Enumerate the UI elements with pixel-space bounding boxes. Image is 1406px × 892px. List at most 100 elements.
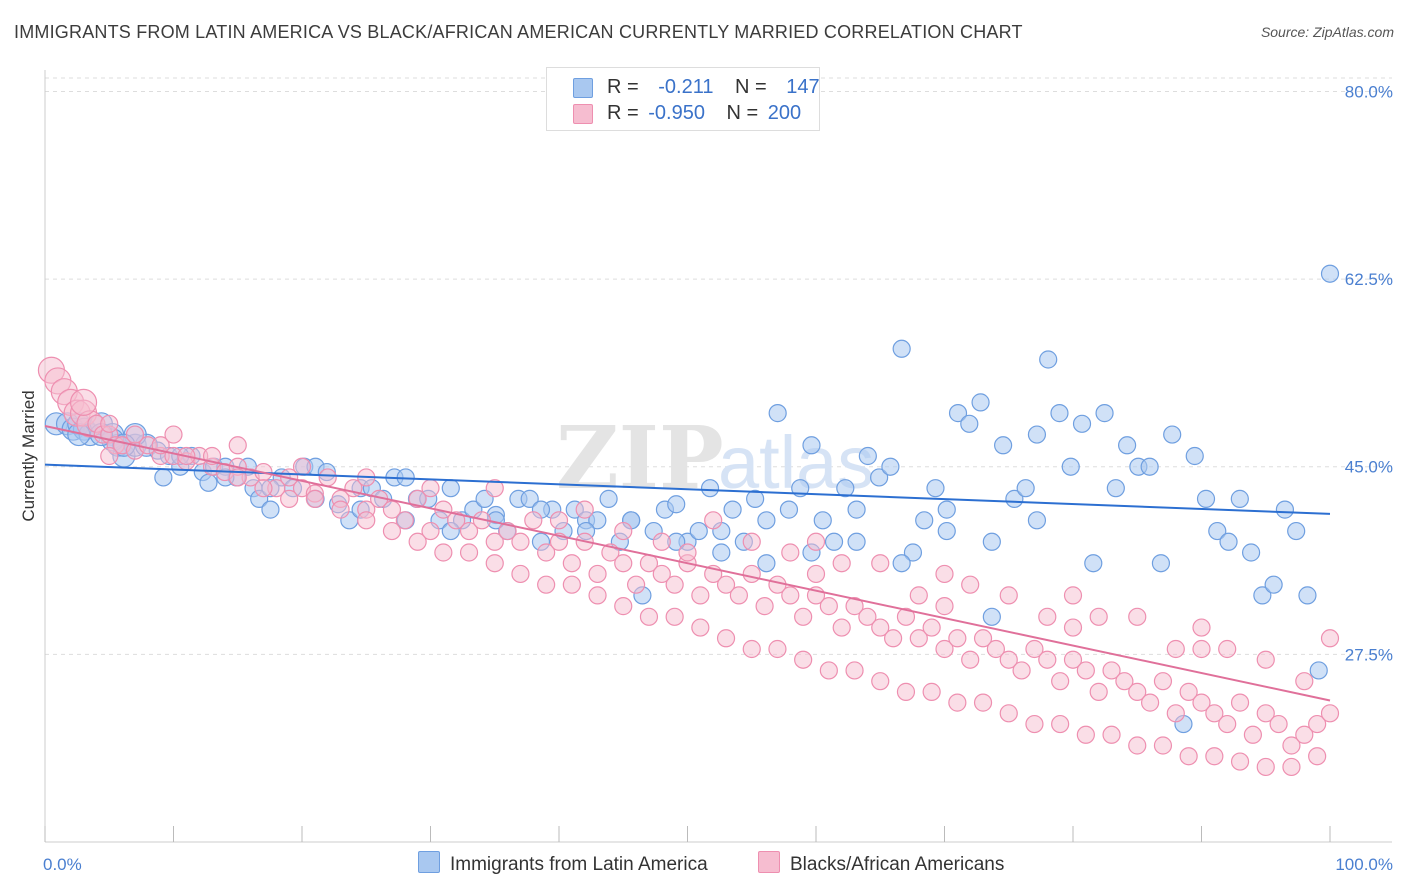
pink-point (1038, 607, 1057, 626)
pink-point (1038, 650, 1057, 669)
blue-point (1106, 479, 1125, 498)
blue-point (982, 607, 1001, 626)
blue-point (960, 414, 979, 433)
pink-point (318, 468, 337, 487)
pink-point (459, 543, 479, 562)
blue-point (1320, 264, 1340, 283)
pink-point (614, 521, 633, 541)
pink-point (626, 575, 646, 594)
pink-point (691, 618, 710, 637)
blue-point (757, 511, 776, 530)
blue-point (903, 543, 923, 562)
pink-point (1282, 757, 1301, 777)
pink-point (1192, 693, 1211, 712)
pink-point (819, 661, 838, 680)
blue-point (441, 479, 460, 498)
blue-point (971, 393, 990, 412)
legend-n-label-2: N = (726, 102, 759, 124)
blue-point (892, 554, 911, 573)
blue-point (261, 500, 280, 519)
pink-point (896, 682, 916, 701)
blue-point (1253, 586, 1272, 605)
blue-point (689, 521, 708, 541)
pink-point (1153, 672, 1173, 691)
blue-point (779, 500, 799, 519)
pink-point (1282, 736, 1301, 755)
blue-point (892, 339, 911, 358)
pink-point (421, 479, 440, 498)
pink-point (511, 532, 530, 551)
blue-point (1151, 554, 1171, 573)
blue-point (858, 446, 877, 466)
pink-point (434, 543, 453, 562)
pink-point (922, 682, 941, 701)
pink-point (1089, 607, 1108, 626)
pink-point (678, 543, 697, 562)
blue-point (1061, 457, 1080, 476)
pink-point (973, 629, 993, 648)
pink-point (1320, 704, 1340, 723)
pink-point (614, 554, 633, 573)
pink-point (871, 554, 890, 573)
pink-point (69, 388, 98, 416)
blue-point (948, 404, 968, 423)
pink-point (845, 661, 864, 680)
pink-point (896, 607, 916, 626)
pink-point (948, 629, 967, 648)
stats-legend: R = -0.211 N = 147 R = -0.950 N = 200 (546, 67, 820, 131)
pink-point (485, 532, 504, 551)
pink-point (1320, 629, 1340, 648)
pink-point (524, 511, 543, 530)
pink-point (909, 586, 928, 605)
pink-point (1295, 672, 1314, 691)
pink-point (832, 554, 851, 573)
pink-point (871, 618, 890, 637)
pink-point (1308, 747, 1327, 766)
pink-point (1025, 639, 1044, 659)
pink-point (1192, 618, 1211, 637)
pink-point (742, 639, 761, 659)
pink-point (819, 597, 838, 616)
legend-n-label-1: N = (735, 76, 767, 98)
blue-point (937, 521, 956, 541)
pink-point (716, 629, 736, 648)
pink-point (1076, 661, 1095, 680)
legend-r-value-1: -0.211 (658, 76, 714, 98)
pink-point (935, 639, 954, 659)
blue-point (836, 479, 855, 498)
pink-point (999, 650, 1018, 669)
pink-point (1140, 693, 1160, 712)
pink-point (537, 575, 556, 594)
pink-point (100, 446, 119, 466)
pink-point (382, 521, 402, 541)
pink-point (1012, 661, 1031, 680)
pink-point (537, 543, 556, 562)
blue-point (982, 532, 1001, 551)
pink-point (935, 564, 954, 584)
blue-point (1016, 479, 1035, 498)
pink-point (1308, 714, 1327, 734)
blue-point (1140, 457, 1159, 476)
pink-point (832, 618, 851, 637)
blue-point (712, 543, 731, 562)
pink-point (228, 436, 247, 455)
pink-point (1230, 752, 1250, 771)
pink-point (999, 704, 1018, 723)
chart-source: Source: ZipAtlas.com (1260, 24, 1394, 40)
pink-point (909, 629, 928, 648)
blue-point (1219, 532, 1238, 551)
y-axis-label: Currently Married (19, 390, 38, 521)
pink-point (845, 597, 864, 616)
bottom-legend-latin-america: Immigrants from Latin America (418, 851, 708, 877)
pink-point (922, 618, 941, 637)
blue-point (870, 468, 889, 487)
pink-point (1269, 714, 1288, 734)
blue-point (1298, 586, 1317, 605)
blue-point (937, 500, 956, 519)
pink-point (511, 564, 530, 584)
blue-point (1050, 404, 1069, 423)
pink-point (357, 511, 376, 530)
pink-point (858, 607, 877, 626)
watermark-zip: ZIP (556, 408, 724, 509)
